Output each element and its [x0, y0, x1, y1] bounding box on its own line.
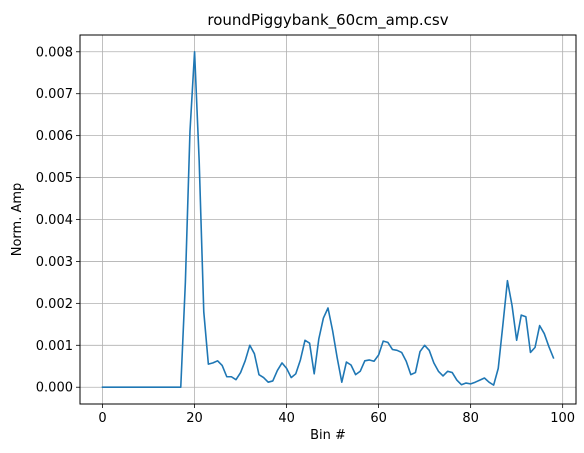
y-tick-label: 0.005	[36, 171, 73, 186]
x-tick-label: 80	[462, 411, 479, 426]
x-axis-ticks: 0 20 40 60 80 100	[98, 404, 575, 426]
grid	[80, 35, 576, 404]
series-line	[101, 50, 555, 389]
y-tick-label: 0.002	[36, 297, 73, 312]
x-tick-label: 40	[278, 411, 295, 426]
y-tick-label: 0.004	[36, 213, 73, 228]
y-tick-label: 0.003	[36, 255, 73, 270]
y-tick-label: 0.006	[36, 129, 73, 144]
x-tick-label: 0	[98, 411, 106, 426]
x-axis-label: Bin #	[310, 428, 346, 443]
y-tick-label: 0.008	[36, 45, 73, 60]
x-tick-label: 100	[550, 411, 575, 426]
chart-title: roundPiggybank_60cm_amp.csv	[207, 11, 448, 30]
series-layer	[101, 50, 555, 389]
x-tick-label: 60	[370, 411, 387, 426]
y-tick-label: 0.001	[36, 339, 73, 354]
x-tick-label: 20	[186, 411, 203, 426]
y-axis-ticks: 0.000 0.001 0.002 0.003 0.004 0.005 0.006 0.007…	[36, 45, 80, 396]
y-tick-label: 0.000	[36, 381, 73, 396]
y-axis-label: Norm. Amp	[10, 183, 25, 257]
y-tick-label: 0.007	[36, 87, 73, 102]
